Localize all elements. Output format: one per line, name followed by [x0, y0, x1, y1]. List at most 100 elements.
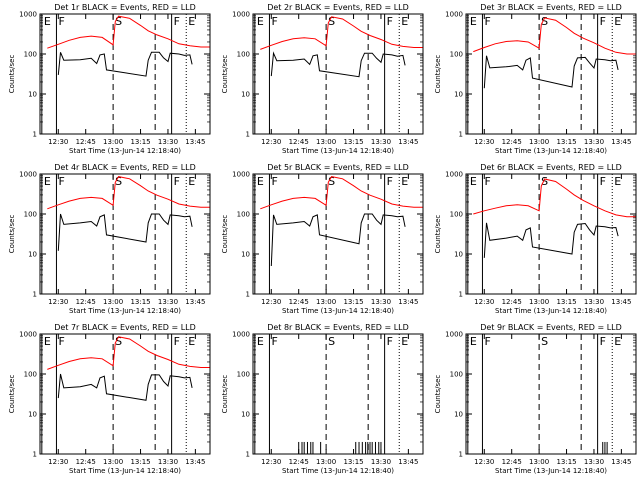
y-tick-label: 1000: [232, 171, 250, 179]
y-axis-label: Counts/sec: [434, 375, 442, 414]
marker-label: S: [115, 15, 122, 28]
plot-frame: [465, 13, 637, 135]
x-tick-label: 13:00: [316, 458, 336, 466]
y-axis-label: Counts/sec: [8, 215, 16, 254]
y-axis-label: Counts/sec: [221, 55, 229, 94]
x-tick-label: 13:00: [103, 138, 123, 146]
panel-1: Det 1r BLACK = Events, RED = LLD 1 10 100 10…: [8, 3, 211, 155]
x-axis-label: Start Time (13-Jun-14 12:18:40): [69, 467, 181, 475]
y-tick-label: 1000: [445, 11, 463, 19]
marker-label: E: [614, 15, 621, 28]
marker-label: E: [470, 335, 477, 348]
marker-label: E: [401, 175, 408, 188]
marker-label: F: [271, 175, 277, 188]
x-tick-label: 13:30: [584, 298, 604, 306]
marker-label: F: [174, 175, 180, 188]
events-series-line: [57, 373, 193, 401]
x-tick-label: 13:15: [343, 458, 363, 466]
y-tick-label: 1: [33, 291, 37, 299]
marker-label: S: [541, 335, 548, 348]
panel-title: Det 9r BLACK = Events, RED = LLD: [480, 323, 622, 332]
y-tick-label: 1000: [445, 171, 463, 179]
marker-label: E: [44, 15, 51, 28]
y-tick-label: 10: [28, 411, 37, 419]
y-tick-label: 100: [24, 51, 37, 59]
y-tick-label: 1: [459, 131, 463, 139]
marker-label: F: [58, 175, 64, 188]
lld-series-line: [47, 336, 210, 370]
x-tick-label: 13:30: [158, 458, 178, 466]
x-tick-label: 13:15: [130, 458, 150, 466]
panel-3: Det 3r BLACK = Events, RED = LLD 1 10 100 10…: [434, 3, 637, 155]
x-tick-label: 13:30: [371, 298, 391, 306]
plot-frame: [465, 173, 637, 295]
marker-label: F: [600, 15, 606, 28]
x-tick-label: 13:00: [529, 298, 549, 306]
y-tick-label: 10: [241, 251, 250, 259]
marker-label: S: [541, 15, 548, 28]
marker-label: E: [614, 335, 621, 348]
lld-series-line: [47, 15, 210, 49]
marker-label: S: [328, 335, 335, 348]
panel-title: Det 6r BLACK = Events, RED = LLD: [480, 163, 622, 172]
x-axis-label: Start Time (13-Jun-14 12:18:40): [69, 307, 181, 315]
x-tick-label: 13:45: [398, 138, 418, 146]
y-axis-label: Counts/sec: [8, 55, 16, 94]
x-tick-label: 12:45: [289, 458, 309, 466]
x-tick-label: 12:30: [474, 458, 494, 466]
y-tick-label: 1000: [445, 331, 463, 339]
x-tick-label: 13:00: [529, 458, 549, 466]
x-axis-label: Start Time (13-Jun-14 12:18:40): [495, 307, 607, 315]
y-tick-label: 1: [246, 451, 250, 459]
x-tick-label: 13:00: [316, 138, 336, 146]
y-tick-label: 100: [24, 371, 37, 379]
lld-series-line: [260, 176, 423, 210]
marker-label: S: [328, 15, 335, 28]
y-tick-label: 1: [246, 131, 250, 139]
marker-label: E: [401, 335, 408, 348]
y-axis-label: Counts/sec: [434, 55, 442, 94]
x-tick-label: 12:45: [502, 298, 522, 306]
y-tick-label: 1: [33, 451, 37, 459]
panel-title: Det 3r BLACK = Events, RED = LLD: [480, 3, 622, 12]
x-tick-label: 12:45: [76, 138, 96, 146]
y-tick-label: 10: [454, 91, 463, 99]
marker-label: F: [387, 15, 393, 28]
plot-frame: [252, 13, 424, 135]
y-tick-label: 10: [28, 251, 37, 259]
events-series-line: [483, 222, 619, 258]
lld-series-line: [473, 178, 636, 218]
x-tick-label: 13:00: [316, 298, 336, 306]
x-tick-label: 12:30: [474, 298, 494, 306]
y-tick-label: 1000: [19, 331, 37, 339]
marker-label: E: [470, 15, 477, 28]
y-tick-label: 1: [459, 451, 463, 459]
x-tick-label: 13:15: [343, 138, 363, 146]
marker-label: F: [174, 335, 180, 348]
x-tick-label: 13:30: [158, 298, 178, 306]
marker-label: S: [541, 175, 548, 188]
marker-label: F: [271, 335, 277, 348]
x-tick-label: 13:30: [158, 138, 178, 146]
marker-label: F: [58, 15, 64, 28]
marker-label: F: [484, 335, 490, 348]
panel-title: Det 5r BLACK = Events, RED = LLD: [267, 163, 409, 172]
y-tick-label: 100: [237, 211, 250, 219]
x-tick-label: 13:15: [556, 458, 576, 466]
panel-4: Det 4r BLACK = Events, RED = LLD 1 10 100 10…: [8, 163, 211, 315]
x-tick-label: 12:30: [48, 458, 68, 466]
marker-label: E: [188, 335, 195, 348]
x-tick-label: 13:45: [611, 298, 631, 306]
marker-label: E: [257, 335, 264, 348]
marker-label: E: [257, 175, 264, 188]
plot-frame: [39, 173, 211, 295]
y-tick-label: 1000: [232, 11, 250, 19]
events-series-line: [57, 213, 193, 251]
x-axis-label: Start Time (13-Jun-14 12:18:40): [282, 147, 394, 155]
events-series-line: [57, 51, 193, 77]
marker-label: F: [58, 335, 64, 348]
plot-frame: [252, 333, 424, 455]
x-tick-label: 13:45: [185, 138, 205, 146]
x-tick-label: 13:15: [130, 138, 150, 146]
